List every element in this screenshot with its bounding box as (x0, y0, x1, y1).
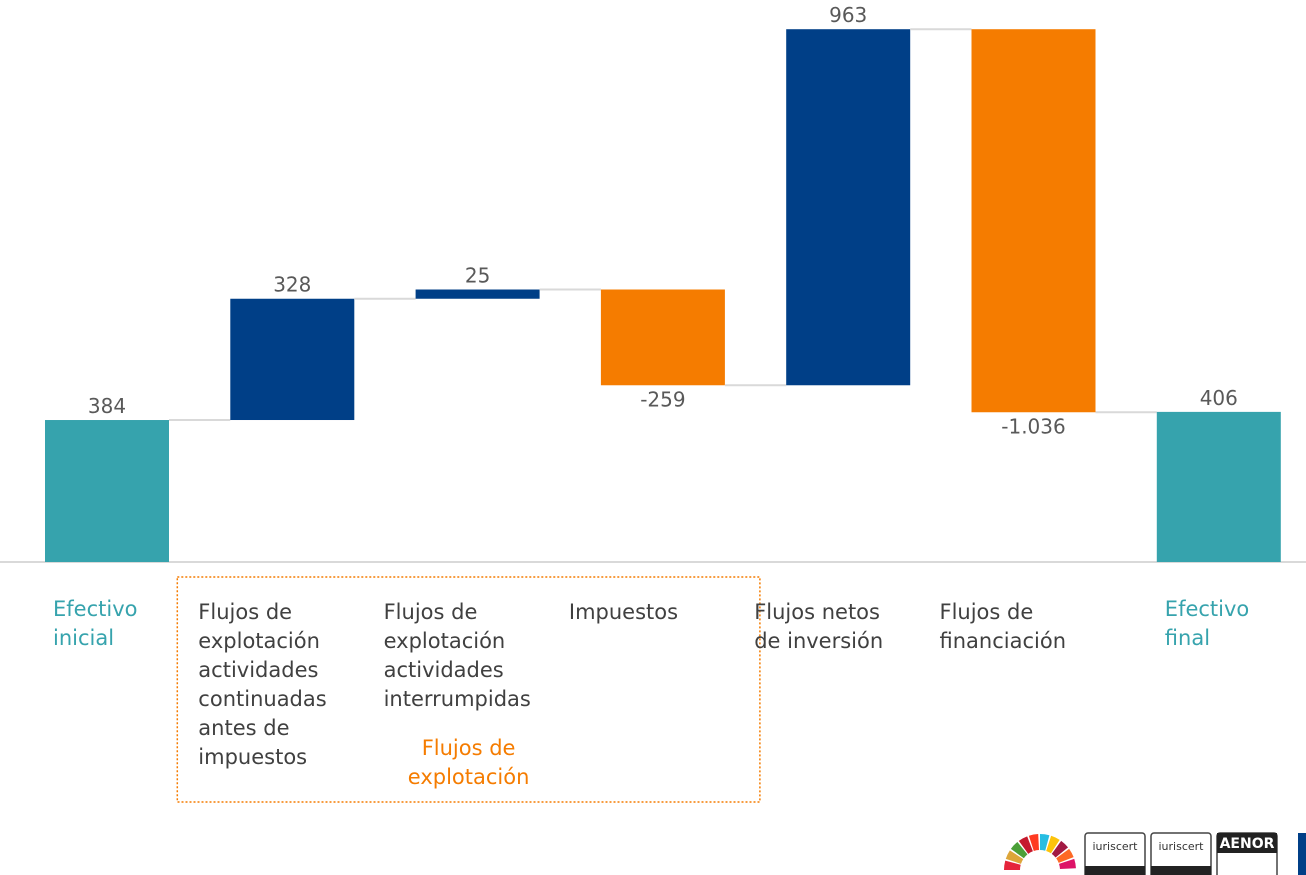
x-tick-label: Efectivo inicial (53, 597, 138, 650)
logo-segment (1046, 835, 1060, 854)
value-label: 406 (1200, 386, 1238, 410)
logo-box (1150, 832, 1212, 875)
bar (786, 29, 911, 386)
logo-segment (1018, 836, 1033, 854)
logo-band (1085, 866, 1145, 875)
value-label: 963 (829, 3, 867, 27)
bar (971, 29, 1096, 413)
logo-band (1217, 833, 1277, 853)
value-label: -259 (640, 387, 685, 411)
x-tick-label: Flujos de explotación actividades interr… (383, 600, 531, 711)
logo-text: iuriscert (1093, 840, 1139, 853)
x-tick-label: Flujos de explotación actividades contin… (198, 600, 327, 769)
x-tick-label: Impuestos (568, 600, 679, 624)
logo-segment (1051, 840, 1069, 858)
value-label: -1.036 (1001, 414, 1065, 438)
value-label: 384 (88, 394, 126, 418)
bar (45, 420, 169, 562)
x-tick-label: Efectivo final (1164, 597, 1250, 650)
logo-segment (1040, 834, 1050, 851)
logo-text: AENOR (1220, 836, 1275, 852)
bar (1156, 411, 1281, 562)
logo-segment (1028, 834, 1040, 851)
logo-edge (1298, 833, 1306, 875)
logo-band (1151, 866, 1211, 875)
bar (415, 289, 540, 299)
x-tick-label: Flujos de financiación (939, 600, 1067, 653)
logo-segment (1005, 850, 1024, 864)
logo-segment (1059, 858, 1076, 870)
group-label: Flujos de explotación (407, 736, 530, 789)
logo-segment (1056, 848, 1074, 863)
logo-text: iuriscert (1159, 840, 1205, 853)
bar (600, 289, 725, 386)
value-label: 25 (465, 264, 490, 288)
logo-segment (1004, 860, 1021, 870)
value-label: 328 (273, 273, 311, 297)
logo-box (1084, 832, 1146, 875)
logo-segment (1010, 841, 1028, 859)
x-tick-label: Flujos netos de inversión (754, 600, 884, 653)
bar (230, 298, 355, 421)
